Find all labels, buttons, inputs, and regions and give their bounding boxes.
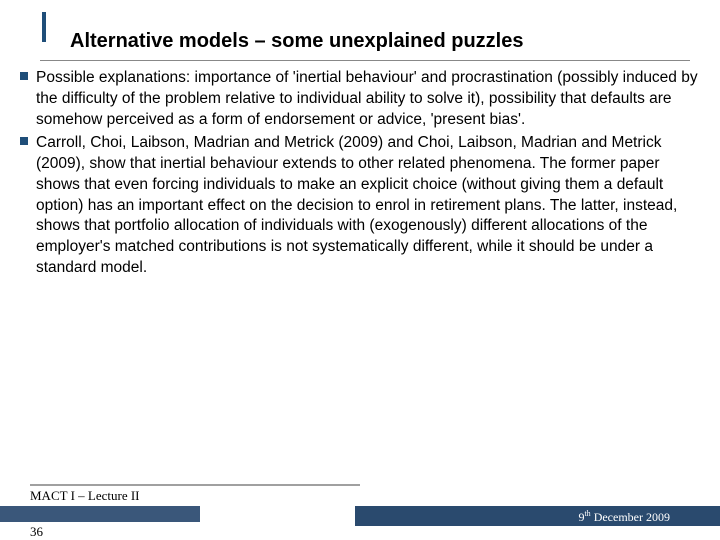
footer-course-label: MACT I – Lecture II bbox=[30, 488, 140, 504]
date-rest: December 2009 bbox=[591, 510, 670, 524]
footer-date: 9th December 2009 bbox=[578, 509, 670, 525]
slide-title: Alternative models – some unexplained pu… bbox=[70, 30, 523, 53]
square-bullet-icon bbox=[20, 72, 28, 80]
content: Possible explanations: importance of 'in… bbox=[20, 68, 702, 281]
footer-bar-left bbox=[0, 506, 200, 522]
footer: MACT I – Lecture II 36 9th December 2009 bbox=[0, 484, 720, 540]
bullet-item: Carroll, Choi, Laibson, Madrian and Metr… bbox=[20, 133, 702, 279]
bullet-text: Possible explanations: importance of 'in… bbox=[36, 68, 702, 131]
square-bullet-icon bbox=[20, 137, 28, 145]
bullet-item: Possible explanations: importance of 'in… bbox=[20, 68, 702, 131]
slide: Alternative models – some unexplained pu… bbox=[0, 0, 720, 540]
title-accent-bar bbox=[42, 12, 46, 42]
bullet-text: Carroll, Choi, Laibson, Madrian and Metr… bbox=[36, 133, 702, 279]
page-number: 36 bbox=[30, 524, 43, 540]
title-underline bbox=[40, 60, 690, 61]
footer-divider bbox=[30, 484, 360, 486]
